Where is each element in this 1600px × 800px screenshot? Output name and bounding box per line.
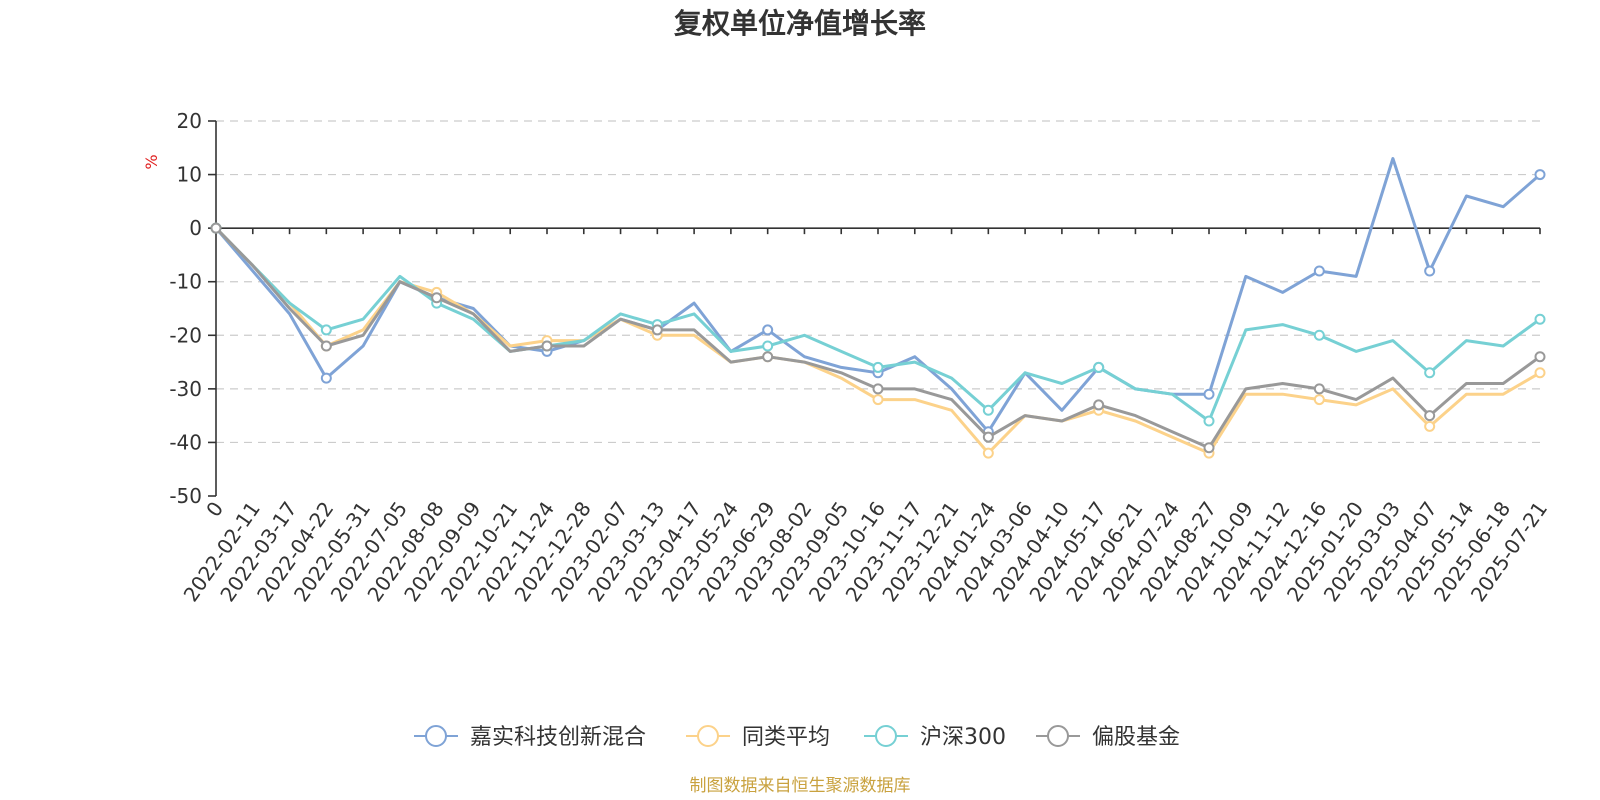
series-line bbox=[214, 227, 1541, 450]
data-point bbox=[1313, 383, 1325, 395]
data-point bbox=[431, 292, 443, 304]
legend-marker bbox=[425, 725, 447, 747]
data-point bbox=[1534, 351, 1546, 363]
y-tick-label: 20 bbox=[177, 109, 202, 133]
legend-item[interactable]: 同类平均 bbox=[686, 725, 830, 750]
legend: 嘉实科技创新混合 同类平均 沪深300 偏股基金 bbox=[414, 725, 1180, 750]
data-point bbox=[651, 324, 663, 336]
data-point bbox=[1424, 265, 1436, 277]
data-point bbox=[1534, 169, 1546, 181]
data-point bbox=[1424, 420, 1436, 432]
y-tick-label: -20 bbox=[169, 323, 202, 347]
data-point bbox=[762, 351, 774, 363]
data-point bbox=[1534, 313, 1546, 325]
y-tick-label: 10 bbox=[177, 163, 202, 187]
data-point bbox=[1313, 265, 1325, 277]
y-tick-label: 0 bbox=[189, 216, 202, 240]
data-point bbox=[320, 372, 332, 384]
legend-marker bbox=[1047, 725, 1069, 747]
y-tick-label: -40 bbox=[169, 430, 202, 454]
series-group bbox=[210, 222, 1546, 454]
data-point bbox=[210, 222, 222, 234]
data-point bbox=[320, 324, 332, 336]
y-tick-label: -10 bbox=[169, 270, 202, 294]
series-lines bbox=[210, 157, 1546, 459]
data-point bbox=[1534, 367, 1546, 379]
x-tick-label: 0 bbox=[201, 497, 228, 521]
data-point bbox=[872, 383, 884, 395]
data-point bbox=[1203, 415, 1215, 427]
data-point bbox=[1313, 394, 1325, 406]
data-point bbox=[982, 404, 994, 416]
legend-item[interactable]: 嘉实科技创新混合 bbox=[414, 725, 646, 750]
data-point bbox=[1424, 410, 1436, 422]
series-line bbox=[214, 227, 1541, 455]
y-tick-label: -50 bbox=[169, 484, 202, 508]
data-point bbox=[762, 324, 774, 336]
data-point bbox=[1203, 442, 1215, 454]
data-point bbox=[872, 394, 884, 406]
legend-label: 沪深300 bbox=[920, 725, 1006, 750]
legend-marker bbox=[875, 725, 897, 747]
legend-label: 嘉实科技创新混合 bbox=[470, 725, 646, 750]
data-point bbox=[762, 340, 774, 352]
data-point bbox=[872, 361, 884, 373]
data-point bbox=[1093, 361, 1105, 373]
data-point bbox=[982, 447, 994, 459]
series-group bbox=[210, 222, 1546, 459]
legend-item[interactable]: 偏股基金 bbox=[1036, 725, 1180, 750]
axes: 20100-10-20-30-40-5002022-02-112022-03-1… bbox=[169, 109, 1552, 606]
y-tick-label: -30 bbox=[169, 377, 202, 401]
data-point bbox=[1093, 399, 1105, 411]
data-point bbox=[1424, 367, 1436, 379]
data-point bbox=[541, 340, 553, 352]
y-axis-unit-label: % bbox=[142, 154, 161, 169]
legend-label: 同类平均 bbox=[742, 725, 830, 750]
chart-title: 复权单位净值增长率 bbox=[674, 7, 926, 40]
data-source-note: 制图数据来自恒生聚源数据库 bbox=[690, 776, 911, 796]
data-point bbox=[1313, 329, 1325, 341]
data-point bbox=[320, 340, 332, 352]
legend-marker bbox=[697, 725, 719, 747]
data-point bbox=[1203, 388, 1215, 400]
legend-item[interactable]: 沪深300 bbox=[864, 725, 1006, 750]
legend-label: 偏股基金 bbox=[1092, 725, 1180, 750]
data-point bbox=[982, 431, 994, 443]
